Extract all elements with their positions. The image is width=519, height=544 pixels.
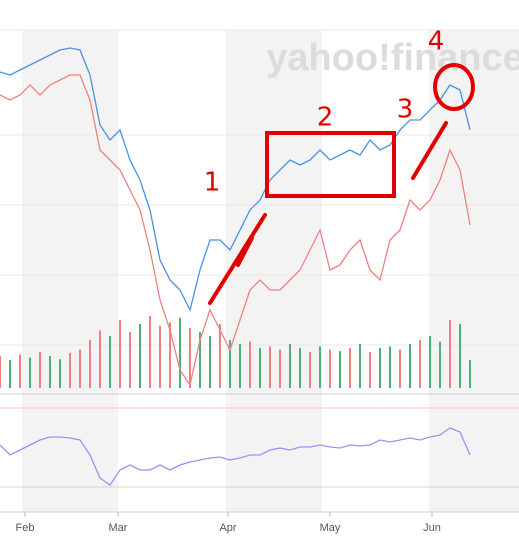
- volume-bar: [379, 348, 381, 388]
- volume-bar: [329, 349, 331, 388]
- volume-bar: [449, 320, 451, 388]
- volume-bar: [9, 360, 11, 388]
- volume-bar: [359, 344, 361, 388]
- volume-bar: [19, 354, 21, 388]
- volume-bar: [189, 328, 191, 388]
- volume-bar: [299, 348, 301, 388]
- x-tick-label: Apr: [219, 522, 236, 534]
- annotation-label: 1: [204, 168, 221, 198]
- price-line: [0, 47, 471, 312]
- volume-bar: [239, 344, 241, 388]
- volume-bar: [139, 324, 141, 388]
- volume-bar: [279, 349, 281, 388]
- volume-bar: [59, 359, 61, 388]
- volume-bar: [459, 324, 461, 388]
- volume-bar: [49, 356, 51, 388]
- volume-bar: [69, 352, 71, 388]
- price-line: [0, 74, 471, 387]
- x-tick-label: Jun: [423, 522, 441, 534]
- volume-bar: [249, 341, 251, 388]
- watermark: yahoo!finance: [266, 37, 519, 79]
- volume-bar: [339, 351, 341, 388]
- volume-bar: [399, 349, 401, 388]
- annotation-stroke: [236, 236, 254, 267]
- volume-bar: [269, 346, 271, 388]
- annotation-box: [265, 131, 396, 198]
- volume-bar: [369, 352, 371, 388]
- volume-bar: [0, 356, 1, 388]
- x-tick-label: May: [320, 522, 341, 534]
- annotation-stroke: [411, 121, 448, 180]
- volume-bar: [129, 332, 131, 388]
- annotation-label: 2: [317, 103, 334, 133]
- volume-bar: [99, 330, 101, 388]
- volume-bar: [219, 324, 221, 388]
- volume-bar: [119, 320, 121, 388]
- volume-bar: [409, 344, 411, 388]
- volume-bar: [169, 322, 171, 388]
- volume-bar: [39, 352, 41, 388]
- volume-bar: [289, 344, 291, 388]
- volume-bar: [209, 336, 211, 388]
- x-tick-label: Feb: [16, 522, 35, 534]
- volume-bar: [349, 348, 351, 388]
- band: [22, 30, 118, 512]
- volume-bar: [229, 340, 231, 388]
- volume-bar: [389, 346, 391, 388]
- volume-bar: [159, 325, 161, 388]
- volume-bar: [29, 357, 31, 388]
- volume-bar: [419, 340, 421, 388]
- volume-bar: [259, 348, 261, 388]
- volume-bar: [309, 352, 311, 388]
- annotations: [208, 63, 475, 305]
- volume-bar: [179, 317, 181, 388]
- volume-bar: [89, 340, 91, 388]
- annotation-circle: [433, 63, 475, 111]
- band: [226, 30, 322, 512]
- volume-bar: [149, 316, 151, 388]
- bands: [22, 30, 519, 512]
- volume-bar: [109, 336, 111, 388]
- volume-bar: [319, 346, 321, 388]
- volume-bar: [469, 360, 471, 388]
- indicator-line: [0, 427, 471, 486]
- plot: Feb Mar Apr May Jun: [0, 47, 471, 534]
- volume-bar: [79, 349, 81, 388]
- annotation-label: 4: [428, 27, 445, 57]
- annotation-stroke: [208, 213, 267, 305]
- volume-bar: [429, 336, 431, 388]
- volume-bar: [439, 341, 441, 388]
- x-tick-label: Mar: [109, 522, 128, 534]
- volume-bar: [199, 332, 201, 388]
- annotation-label: 3: [397, 95, 414, 125]
- annotation-labels: 1 2 3 4: [204, 27, 445, 198]
